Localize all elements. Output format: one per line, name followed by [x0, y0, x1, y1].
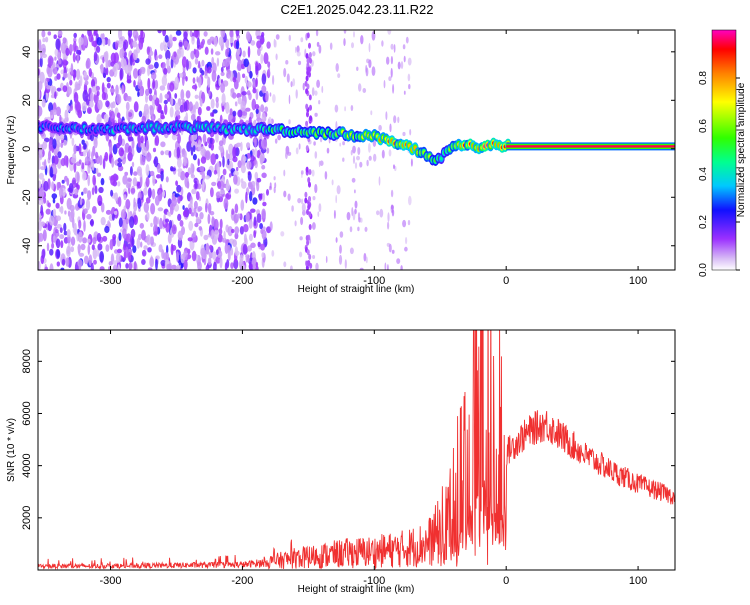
snr-xtick-label: -100	[363, 575, 385, 587]
colorbar-gradient	[711, 29, 737, 271]
snr-xtick-label: 100	[629, 575, 647, 587]
spectrogram-xtick-label: 0	[503, 275, 509, 287]
spectrogram-xtick-label: -100	[363, 275, 385, 287]
colorbar-tick-label: 0.4	[698, 167, 709, 181]
snr-ticks: -300 -200 -100 0 100 2000 4000 6000 8000	[21, 330, 675, 587]
spectrogram-ytick-label: 0	[21, 146, 33, 152]
snr-xlabel: Height of straight line (km)	[298, 584, 415, 595]
spectrogram-xtick-label: -300	[100, 275, 122, 287]
snr-xtick-label: 0	[503, 575, 509, 587]
colorbar-tick-label: 0.2	[698, 215, 709, 229]
spectrogram-plot-area	[38, 30, 675, 270]
spectrogram-ytick-label: -20	[21, 189, 33, 205]
spectrogram-frame	[37, 29, 676, 271]
colorbar: 0.0 0.2 0.4 0.6 0.8 Normalized spectral ampl…	[698, 29, 747, 277]
spectrogram-ytick-label: -40	[21, 238, 33, 254]
colorbar-tick-label: 0.8	[698, 71, 709, 85]
snr-series-line	[38, 330, 675, 570]
spectrogram-ylabel: Frequency (Hz)	[6, 116, 17, 185]
snr-xtick-label: -300	[100, 575, 122, 587]
spectrogram-xtick-label: -200	[231, 275, 253, 287]
colorbar-tick-label: 0.0	[698, 263, 709, 277]
colorbar-tick-label: 0.6	[698, 119, 709, 133]
spectrogram-xtick-label: 100	[629, 275, 647, 287]
snr-ylabel: SNR (10 * v/v)	[6, 418, 17, 482]
spectrogram-noise	[38, 30, 413, 270]
spectrogram-ridge	[38, 119, 675, 166]
snr-panel: -300 -200 -100 0 100 2000 4000 6000 8000 Height …	[6, 329, 676, 595]
snr-ytick-label: 6000	[21, 401, 33, 425]
snr-ytick-label: 2000	[21, 506, 33, 530]
snr-ytick-label: 4000	[21, 453, 33, 477]
snr-frame	[37, 329, 676, 571]
colorbar-ticks: 0.0 0.2 0.4 0.6 0.8	[698, 71, 740, 277]
snr-ytick-label: 8000	[21, 349, 33, 373]
snr-xtick-label: -200	[231, 575, 253, 587]
figure-title: C2E1.2025.042.23.11.R22	[281, 2, 434, 17]
ridge-tail-inner	[506, 145, 675, 148]
spectrogram-ytick-label: 40	[21, 46, 33, 58]
snr-plot-area	[38, 330, 675, 570]
spectrogram-xlabel: Height of straight line (km)	[298, 284, 415, 295]
spectrogram-ytick-label: 20	[21, 94, 33, 106]
colorbar-label: Normalized spectral amplitude	[736, 82, 747, 217]
